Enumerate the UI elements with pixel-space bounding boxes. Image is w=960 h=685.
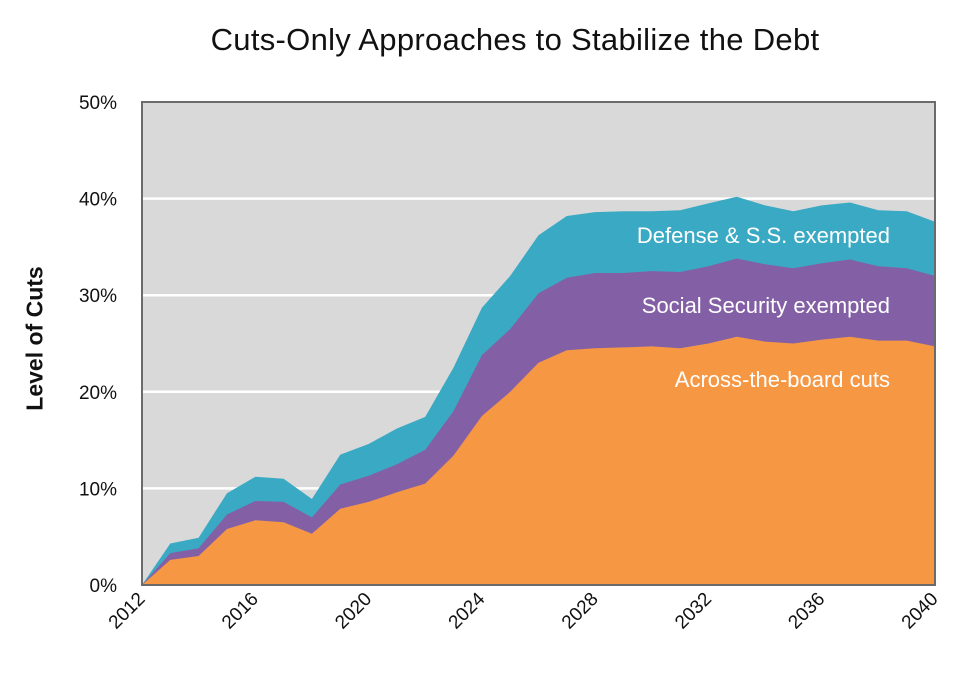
series-label: Across-the-board cuts [675, 367, 890, 392]
y-tick-label: 0% [90, 576, 118, 597]
x-tick-label: 2028 [558, 589, 603, 634]
series-area-2 [142, 336, 935, 585]
x-tick-label: 2032 [671, 589, 716, 634]
plot-border [141, 101, 936, 586]
x-tick-label: 2024 [445, 588, 490, 633]
chart-title: Cuts-Only Approaches to Stabilize the De… [210, 22, 820, 57]
series-label: Defense & S.S. exempted [637, 223, 890, 248]
x-tick-label: 2020 [331, 589, 376, 634]
series-label: Social Security exempted [642, 293, 890, 318]
x-tick-label: 2036 [785, 589, 830, 634]
y-tick-label: 10% [79, 479, 117, 500]
y-tick-label: 20% [79, 383, 117, 404]
x-tick-label: 2016 [218, 589, 263, 634]
y-tick-label: 30% [79, 286, 117, 307]
y-tick-label: 40% [79, 190, 117, 211]
x-tick-label: 2040 [898, 589, 943, 634]
y-tick-label: 50% [79, 93, 117, 114]
